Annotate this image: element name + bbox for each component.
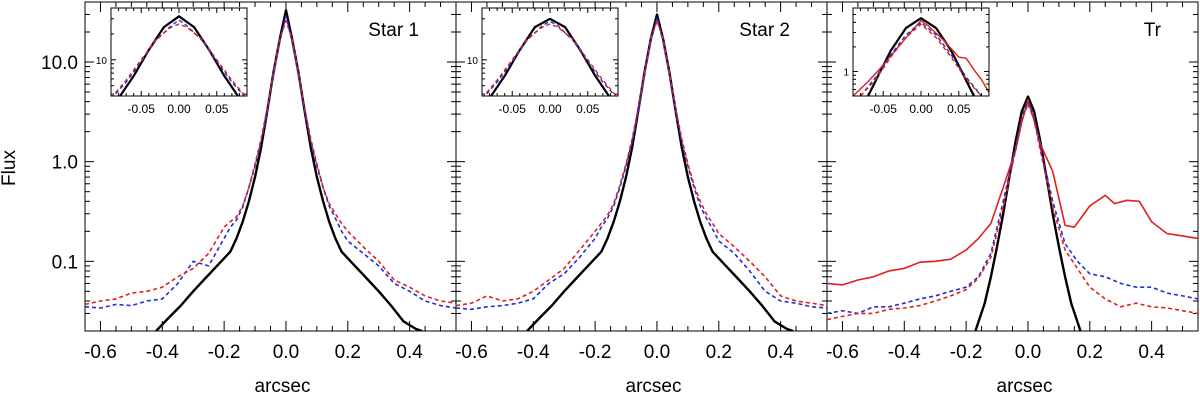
inset-x-tick-label: 0.00 (538, 102, 562, 116)
inset-2-series-0-solid (490, 17, 610, 96)
x-tick-label: -0.6 (826, 342, 859, 363)
panel-2-series-2-dashed (456, 19, 827, 307)
x-axis-label: arcsec (626, 376, 682, 397)
inset-x-tick-label: -0.05 (128, 102, 156, 116)
panel-title: Star 1 (368, 20, 419, 41)
x-tick-label: 0.4 (767, 342, 794, 363)
panel-1-inset: -0.05 0.00 0.05 10 (96, 7, 248, 116)
inset-x-tick-label: 0.05 (947, 102, 971, 116)
y-tick-label: 10.0 (41, 53, 78, 74)
panel-3: -0.6 -0.4 -0.2 0.0 0.2 0.4 arcsec Tr -0.05 0.00 0.… (826, 1, 1199, 397)
panels: 0.11.010.0-0.6 -0.4 -0.2 0.0 0.2 0.4arcsecSta… (41, 1, 1199, 397)
panel-3-series-1-solid (827, 98, 1198, 286)
inset-x-tick-label: 0.05 (576, 102, 600, 116)
panel-3-inset: -0.05 0.00 0.05 1 (843, 7, 990, 116)
inset-2-series-2-dashed (482, 23, 618, 96)
inset-x-tick-label: -0.05 (870, 102, 898, 116)
panel-3-series-2-dashed (827, 100, 1198, 315)
panel-3-series-0-solid (974, 95, 1082, 331)
inset-y-tick-label: 1 (843, 67, 849, 78)
panel-3-lines (827, 95, 1198, 331)
inset-lines (853, 17, 989, 96)
panel-2-lines (456, 13, 827, 331)
inset-background (482, 8, 618, 96)
panel-title: Star 2 (739, 20, 790, 41)
x-tick-label: 0.0 (273, 342, 299, 363)
inset-y-tick-label: 10 (467, 56, 479, 67)
panel-2: -0.6 -0.4 -0.2 0.0 0.2 0.4 arcsec Star 2 -0.05 0.… (455, 1, 828, 397)
x-axis-label: arcsec (997, 376, 1053, 397)
x-tick-label: 0.2 (1077, 342, 1103, 363)
inset-2-series-1-dashed (483, 20, 617, 96)
y-axis-label: Flux (0, 150, 20, 186)
x-tick-label: 0.4 (396, 342, 423, 363)
x-tick-label: -0.4 (517, 342, 550, 363)
inset-3-series-3-dashed (860, 23, 982, 96)
x-tick-label: -0.4 (888, 342, 921, 363)
panel-1-series-2-dashed (85, 19, 456, 306)
inset-1-series-0-solid (119, 15, 239, 96)
panel-1: 0.1 1.0 10.0 -0.6 -0.4 -0.2 0.0 0.2 0.4 arcsec Sta… (41, 1, 457, 397)
inset-lines (111, 15, 247, 96)
x-tick-label: 0.2 (706, 342, 732, 363)
inset-1-series-1-dashed (112, 19, 246, 96)
panel-2-series-1-dashed (456, 16, 827, 311)
panel-title: Tr (1144, 20, 1162, 41)
x-tick-label: -0.6 (84, 342, 117, 363)
inset-lines (482, 17, 618, 96)
x-tick-label: 0.0 (644, 342, 670, 363)
inset-x-tick-label: 0.00 (909, 102, 933, 116)
y-tick-label: 1.0 (52, 153, 78, 174)
x-tick-label: -0.2 (208, 342, 241, 363)
inset-x-tick-label: 0.00 (167, 102, 191, 116)
x-tick-label: 0.0 (1015, 342, 1041, 363)
panel-2-inset: -0.05 0.00 0.05 10 (467, 7, 619, 116)
x-tick-label: -0.2 (579, 342, 612, 363)
x-tick-label: 0.2 (335, 342, 361, 363)
panel-3-series-3-dashed (827, 103, 1198, 321)
x-tick-label: -0.4 (146, 342, 179, 363)
x-tick-label: -0.6 (455, 342, 488, 363)
inset-y-tick-label: 10 (96, 56, 108, 67)
y-tick-label: 0.1 (52, 252, 78, 273)
panel-1-series-0-solid (155, 9, 423, 331)
x-axis-label: arcsec (255, 376, 311, 397)
x-tick-label: 0.4 (1138, 342, 1165, 363)
inset-background (111, 8, 247, 96)
x-tick-label: -0.2 (950, 342, 983, 363)
inset-1-series-2-dashed (111, 23, 247, 96)
inset-x-tick-label: 0.05 (205, 102, 229, 116)
panel-1-lines (85, 9, 456, 331)
inset-x-tick-label: -0.05 (499, 102, 527, 116)
